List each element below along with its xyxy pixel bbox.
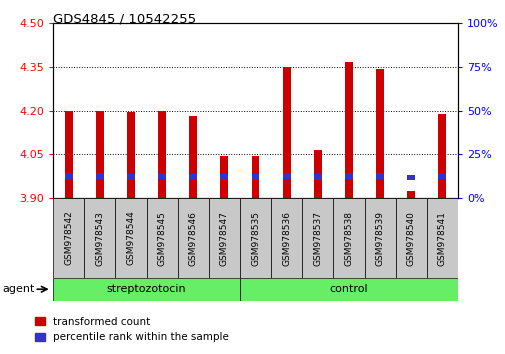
Text: GDS4845 / 10542255: GDS4845 / 10542255 bbox=[53, 12, 196, 25]
Bar bbox=[146, 198, 177, 278]
Bar bbox=[239, 198, 271, 278]
Bar bbox=[96, 110, 104, 198]
Bar bbox=[438, 172, 445, 179]
Bar bbox=[53, 278, 239, 301]
Bar bbox=[301, 198, 333, 278]
Bar bbox=[220, 174, 228, 180]
Bar bbox=[426, 198, 457, 278]
Bar bbox=[65, 110, 72, 198]
Text: GSM978545: GSM978545 bbox=[157, 211, 166, 266]
Bar bbox=[407, 191, 414, 198]
Bar bbox=[127, 112, 135, 198]
Bar bbox=[158, 173, 166, 179]
Text: streptozotocin: streptozotocin bbox=[107, 284, 186, 295]
Text: GSM978538: GSM978538 bbox=[344, 211, 353, 266]
Bar bbox=[282, 172, 290, 179]
Bar bbox=[344, 173, 352, 179]
Bar bbox=[375, 69, 383, 198]
Bar bbox=[115, 198, 146, 278]
Bar bbox=[395, 198, 426, 278]
Text: agent: agent bbox=[3, 284, 35, 294]
Text: GSM978546: GSM978546 bbox=[188, 211, 197, 266]
Bar bbox=[177, 198, 209, 278]
Text: GSM978539: GSM978539 bbox=[375, 211, 384, 266]
Bar bbox=[251, 174, 259, 180]
Bar bbox=[209, 198, 239, 278]
Bar bbox=[375, 173, 383, 179]
Bar bbox=[251, 156, 259, 198]
Text: GSM978547: GSM978547 bbox=[220, 211, 228, 266]
Bar bbox=[271, 198, 301, 278]
Bar bbox=[65, 172, 72, 179]
Text: GSM978543: GSM978543 bbox=[95, 211, 104, 266]
Bar bbox=[158, 110, 166, 198]
Bar bbox=[189, 174, 197, 180]
Bar bbox=[189, 116, 197, 198]
Bar bbox=[344, 62, 352, 198]
Text: GSM978542: GSM978542 bbox=[64, 211, 73, 266]
Bar bbox=[333, 198, 364, 278]
Bar bbox=[364, 198, 395, 278]
Bar bbox=[127, 174, 135, 180]
Bar bbox=[438, 114, 445, 198]
Legend: transformed count, percentile rank within the sample: transformed count, percentile rank withi… bbox=[30, 313, 233, 346]
Bar bbox=[220, 156, 228, 198]
Bar bbox=[407, 175, 414, 180]
Text: GSM978544: GSM978544 bbox=[126, 211, 135, 266]
Bar bbox=[96, 172, 104, 179]
Bar bbox=[84, 198, 115, 278]
Bar bbox=[313, 150, 321, 198]
Bar bbox=[282, 67, 290, 198]
Text: control: control bbox=[329, 284, 368, 295]
Text: GSM978540: GSM978540 bbox=[406, 211, 415, 266]
Bar bbox=[53, 198, 84, 278]
Text: GSM978535: GSM978535 bbox=[250, 211, 260, 266]
Bar bbox=[313, 174, 321, 180]
Text: GSM978536: GSM978536 bbox=[282, 211, 290, 266]
Text: GSM978541: GSM978541 bbox=[437, 211, 446, 266]
Bar bbox=[239, 278, 457, 301]
Text: GSM978537: GSM978537 bbox=[313, 211, 322, 266]
